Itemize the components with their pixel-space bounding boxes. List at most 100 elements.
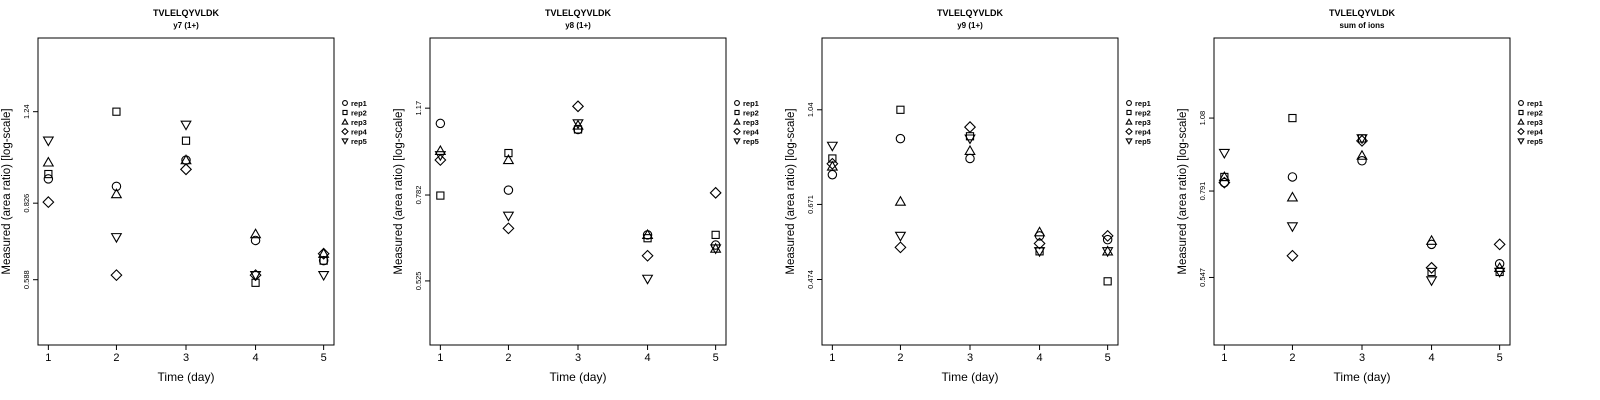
- data-point-rep5: [894, 231, 907, 242]
- data-point-rep4: [1286, 249, 1299, 262]
- legend-label: rep4: [1527, 128, 1544, 137]
- legend-marker-rep5: [1517, 138, 1525, 145]
- data-point-rep1: [111, 181, 122, 192]
- chart-subtitle: y7 (1+): [173, 21, 199, 30]
- legend-marker-rep3: [733, 118, 741, 125]
- data-point-rep5: [1033, 247, 1046, 258]
- legend-marker-rep3: [1517, 118, 1525, 125]
- legend-marker-rep1: [342, 100, 348, 106]
- data-point-rep1: [318, 255, 329, 266]
- data-point-rep5: [1493, 267, 1506, 278]
- chart-title: TVLELQYVLDK: [545, 8, 612, 18]
- data-point-rep1: [43, 174, 54, 184]
- data-point-rep5: [572, 119, 584, 130]
- legend-label: rep2: [351, 109, 367, 118]
- legend-marker-rep4: [1125, 127, 1133, 136]
- x-tick-label: 4: [1428, 352, 1434, 364]
- legend-marker-rep1: [734, 100, 740, 106]
- data-point-rep4: [826, 157, 839, 170]
- data-point-rep3: [42, 156, 55, 167]
- data-point-rep5: [1356, 134, 1368, 145]
- data-point-rep1: [250, 235, 261, 246]
- chart-subtitle: y9 (1+): [957, 21, 983, 30]
- legend-label: rep5: [1135, 137, 1151, 146]
- data-point-rep2: [436, 191, 445, 200]
- x-tick-label: 2: [505, 352, 511, 364]
- chart-panel-1: TVLELQYVLDK y7 (1+) 1 2 3 4 5 Time (day) 0.588 0.…: [1, 8, 368, 384]
- data-point-rep4: [179, 163, 193, 176]
- x-tick-label: 5: [321, 352, 327, 364]
- legend-label: rep5: [1527, 137, 1543, 146]
- y-axis-label: Measured (area ratio) [log-scale]: [1, 108, 13, 274]
- data-point-rep3: [1356, 149, 1368, 160]
- data-point-rep3: [964, 144, 976, 156]
- y-tick-label: 0.525: [414, 272, 423, 291]
- data-point-rep5: [434, 151, 447, 162]
- data-point-rep1: [965, 153, 975, 164]
- data-point-rep4: [42, 196, 55, 209]
- data-point-rep5: [317, 270, 330, 282]
- x-tick-label: 3: [967, 352, 973, 364]
- data-point-rep4: [1425, 261, 1438, 274]
- x-tick-label: 4: [252, 352, 258, 364]
- y-tick-label: 0.588: [22, 270, 31, 289]
- y-axis-label: Measured (area ratio) [log-scale]: [1177, 108, 1189, 274]
- y-tick-label: 1.08: [1198, 111, 1207, 126]
- y-tick-label: 0.474: [806, 270, 815, 289]
- data-point-rep2: [44, 169, 53, 179]
- data-point-rep5: [180, 120, 192, 131]
- data-point-rep4: [709, 186, 722, 199]
- x-tick-label: 1: [829, 352, 835, 364]
- data-point-rep3: [894, 195, 907, 206]
- data-point-rep5: [502, 211, 515, 222]
- data-point-rep3: [502, 154, 515, 165]
- data-point-rep1: [435, 118, 446, 129]
- legend-marker-rep4: [1517, 127, 1525, 136]
- x-tick-label: 1: [437, 352, 443, 364]
- legend-label: rep3: [1135, 118, 1151, 127]
- data-point-rep2: [1427, 267, 1436, 277]
- data-point-rep4: [571, 100, 585, 113]
- legend-marker-rep5: [1125, 138, 1133, 145]
- plot-frame: [1213, 37, 1511, 346]
- data-point-rep4: [110, 269, 123, 282]
- data-point-rep3: [709, 242, 722, 253]
- legend-label: rep1: [743, 99, 759, 108]
- legend-label: rep3: [1527, 118, 1543, 127]
- chart-subtitle: sum of ions: [1340, 21, 1385, 30]
- legend-label: rep5: [743, 137, 759, 146]
- data-point-rep2: [896, 105, 905, 114]
- legend-label: rep1: [351, 99, 367, 108]
- legend-marker-rep2: [342, 109, 348, 116]
- y-tick-label: 1.04: [806, 102, 815, 117]
- data-point-rep2: [1103, 277, 1112, 286]
- legend-label: rep3: [743, 118, 759, 127]
- data-point-rep5: [641, 274, 654, 285]
- legend-marker-rep2: [1518, 109, 1524, 116]
- legend-label: rep2: [1135, 109, 1151, 118]
- x-tick-label: 2: [897, 352, 903, 364]
- data-point-rep1: [1102, 234, 1113, 245]
- y-tick-label: 0.547: [1198, 268, 1207, 287]
- data-point-rep5: [1218, 148, 1231, 160]
- plot-frame: [429, 37, 727, 346]
- x-tick-label: 3: [183, 352, 189, 364]
- legend-label: rep4: [743, 128, 760, 137]
- data-point-rep3: [1033, 226, 1046, 237]
- x-axis-label: Time (day): [158, 370, 215, 384]
- chart-panel-2: TVLELQYVLDK y8 (1+) 1 2 3 4 5 Time (day) 0.525 0.…: [393, 8, 760, 384]
- legend-label: rep3: [351, 118, 367, 127]
- y-tick-label: 1.24: [22, 104, 31, 119]
- data-point-rep4: [894, 241, 907, 254]
- data-point-rep1: [827, 169, 838, 180]
- chart-panel-3: TVLELQYVLDK y9 (1+) 1 2 3 4 5 Time (day) 0.474 0.…: [785, 8, 1152, 384]
- data-point-rep1: [1357, 156, 1367, 166]
- legend-marker-rep3: [1125, 118, 1133, 125]
- legend-marker-rep5: [733, 138, 741, 145]
- data-point-rep4: [1355, 134, 1369, 147]
- data-point-rep2: [504, 148, 513, 158]
- data-point-rep5: [1425, 276, 1438, 287]
